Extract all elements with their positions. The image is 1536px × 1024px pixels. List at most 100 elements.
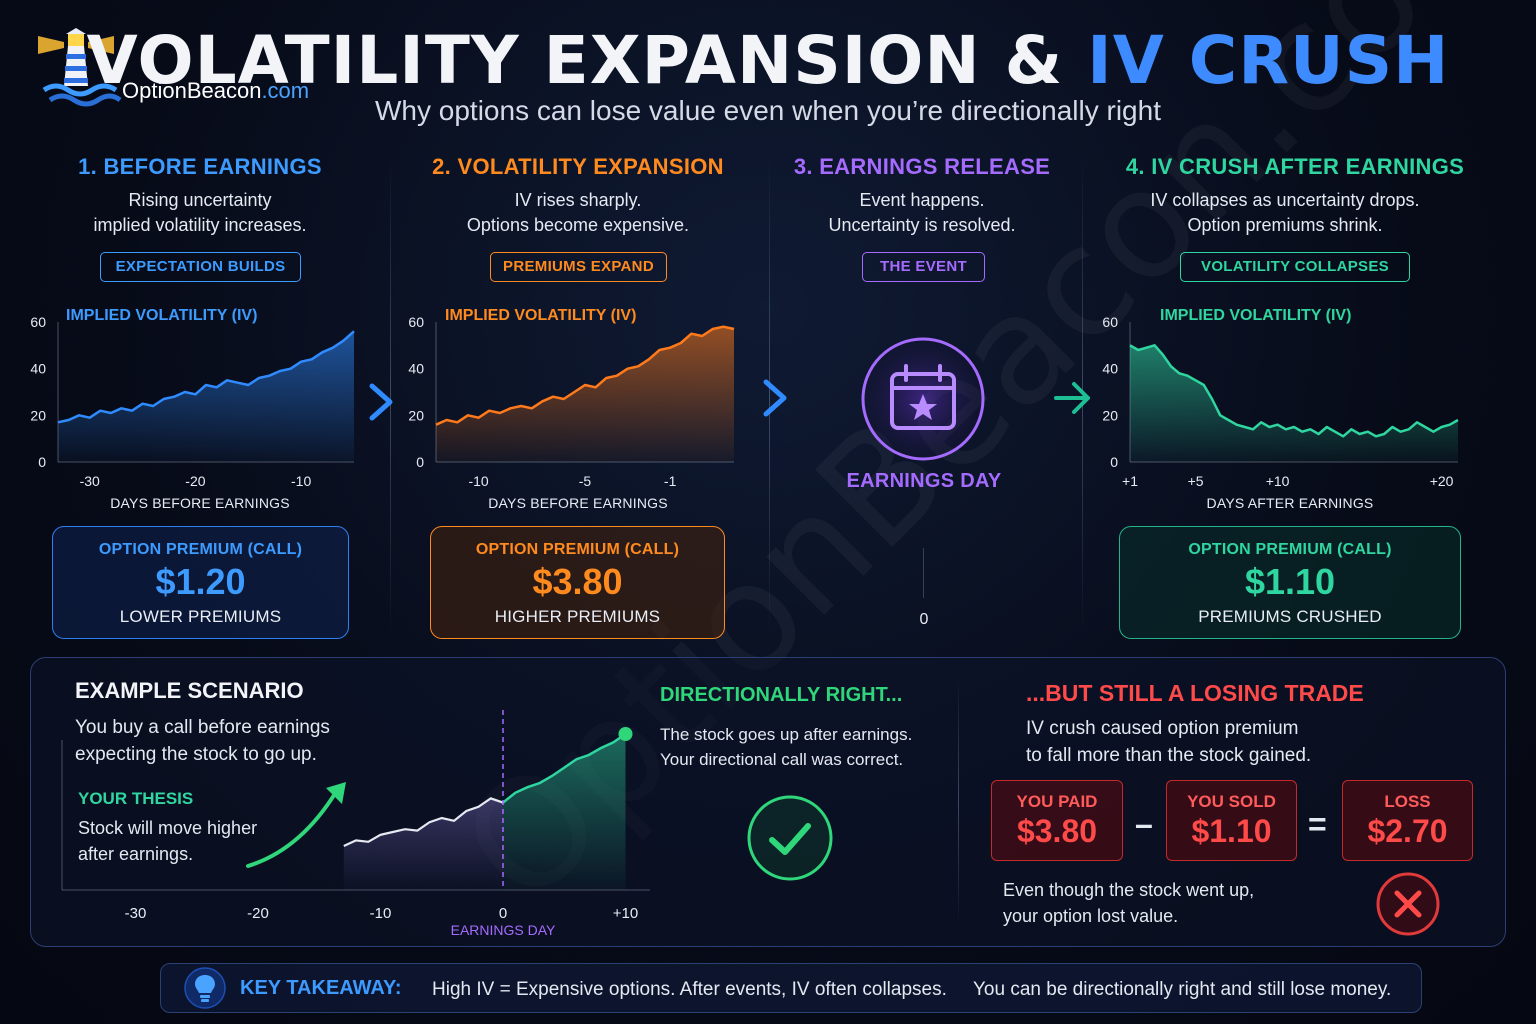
x-tick-label: -30 [125, 905, 147, 922]
step-4-chart-label: IMPLIED VOLATILITY (IV) [1160, 307, 1352, 324]
step-1-pill: EXPECTATION BUILDS [100, 252, 301, 282]
pre-earnings-price-line [343, 797, 504, 847]
loss-box: LOSS $2.70 [1342, 780, 1473, 861]
iv-chart-before-earnings: 0 20 40 60 -30 -20 -10 [30, 314, 355, 489]
checkmark-icon [747, 795, 833, 881]
premium-label: OPTION PREMIUM (CALL) [1188, 541, 1392, 558]
brand-logo[interactable]: OptionBeacon.com [36, 28, 336, 108]
step-2-description: IV rises sharply. Options become expensiv… [466, 190, 690, 235]
post-earnings-price-line [502, 732, 627, 804]
step-3-description: Event happens. Uncertainty is resolved. [828, 190, 1016, 235]
step-2-title: 2. VOLATILITY EXPANSION [432, 154, 724, 179]
premium-note: LOWER PREMIUMS [119, 607, 282, 626]
iv-chart-iv-crush: 0 20 40 60 +1 +5 +10 +20 [1102, 314, 1459, 489]
step-4-description: IV collapses as uncertainty drops. Option… [1150, 190, 1420, 235]
x-tick-label: -5 [579, 473, 592, 489]
calendar-star-icon [861, 337, 985, 461]
directionally-right-heading: DIRECTIONALLY RIGHT... [660, 684, 903, 706]
premium-note: HIGHER PREMIUMS [494, 607, 661, 626]
earnings-day-label: EARNINGS DAY [846, 470, 1002, 492]
chevron-right-icon [763, 379, 787, 417]
iv-area-fill [1130, 345, 1458, 462]
premium-label: OPTION PREMIUM (CALL) [475, 541, 680, 558]
y-tick-label: 0 [416, 454, 424, 470]
iv-area-fill [58, 331, 354, 462]
y-tick-label: 40 [1102, 361, 1118, 377]
step-2-x-axis-label: DAYS BEFORE EARNINGS [488, 495, 668, 511]
x-tick-label: 0 [499, 905, 507, 922]
event-zero-tick: 0 [919, 611, 929, 628]
iv-area-fill [436, 326, 734, 462]
takeaway-label: KEY TAKEAWAY: [240, 977, 402, 999]
x-tick-label: -1 [664, 473, 677, 489]
x-tick-label: +5 [1188, 473, 1204, 489]
arrow-right-icon [1054, 382, 1090, 414]
equals-sign: = [1308, 806, 1327, 842]
step-1-premium-card: OPTION PREMIUM (CALL) $1.20 LOWER PREMIU… [52, 526, 349, 639]
y-tick-label: 60 [408, 314, 424, 330]
x-tick-label: +1 [1122, 473, 1138, 489]
premium-value: $1.10 [1244, 561, 1336, 602]
step-2-pill: PREMIUMS EXPAND [490, 252, 667, 282]
premium-value: $1.20 [155, 561, 246, 602]
x-tick-label: -10 [291, 473, 311, 489]
losing-trade-heading: ...BUT STILL A LOSING TRADE [1026, 680, 1364, 706]
pre-earnings-area [343, 798, 503, 890]
premium-note: PREMIUMS CRUSHED [1198, 607, 1382, 626]
step-3-pill: THE EVENT [862, 252, 985, 282]
iv-series-line [435, 325, 735, 426]
scenario-heading: EXAMPLE SCENARIO [75, 678, 304, 703]
y-tick-label: 20 [408, 407, 424, 423]
step-3-title: 3. EARNINGS RELEASE [793, 154, 1051, 179]
post-earnings-area [503, 734, 626, 890]
premium-label: OPTION PREMIUM (CALL) [98, 541, 303, 558]
close-x-icon [1376, 872, 1440, 936]
step-4-premium-card: OPTION PREMIUM (CALL) $1.10 PREMIUMS CRU… [1119, 526, 1461, 639]
lightbulb-icon [184, 967, 226, 1009]
y-tick-label: 20 [30, 407, 46, 423]
you-sold-box: YOU SOLD $1.10 [1166, 780, 1297, 861]
takeaway-text-2: You can be directionally right and still… [973, 979, 1392, 1000]
x-tick-label: +20 [1430, 473, 1454, 489]
directionally-right-text: The stock goes up after earnings. Your di… [660, 725, 913, 769]
losing-trade-text: IV crush caused option premium to fall mo… [1026, 718, 1312, 766]
last-price-marker [618, 727, 633, 741]
step-4-x-axis-label: DAYS AFTER EARNINGS [1206, 495, 1374, 511]
step-1-chart-label: IMPLIED VOLATILITY (IV) [66, 307, 258, 324]
step-2-chart-label: IMPLIED VOLATILITY (IV) [445, 307, 637, 324]
losing-trade-footer: Even though the stock went up, your optio… [1003, 880, 1255, 926]
y-tick-label: 0 [38, 454, 46, 470]
scenario-intro: You buy a call before earnings expecting … [75, 717, 330, 765]
you-paid-box: YOU PAID $3.80 [991, 780, 1123, 861]
key-takeaway-bar [160, 963, 1422, 1013]
y-tick-label: 20 [1102, 407, 1118, 423]
page-title: VOLATILITY EXPANSION & IV CRUSH [86, 22, 1450, 99]
step-4-pill: VOLATILITY COLLAPSES [1180, 252, 1410, 282]
stock-price-scenario-chart: -30 -20 -10 0 +10 EARNINGS DAY [61, 710, 650, 938]
y-tick-label: 40 [30, 361, 46, 377]
y-tick-label: 60 [30, 314, 46, 330]
thesis-label: YOUR THESIS [78, 789, 194, 808]
iv-chart-volatility-expansion: 0 20 40 60 -10 -5 -1 [408, 314, 735, 489]
iv-series-line [57, 330, 355, 424]
y-tick-label: 60 [1102, 314, 1118, 330]
takeaway-text-1: High IV = Expensive options. After event… [432, 979, 947, 1000]
x-tick-label: -20 [185, 473, 205, 489]
x-tick-label: -10 [468, 473, 488, 489]
step-1-description: Rising uncertainty implied volatility inc… [93, 190, 307, 235]
step-2-premium-card: OPTION PREMIUM (CALL) $3.80 HIGHER PREMI… [430, 526, 725, 639]
minus-sign: – [1135, 806, 1153, 842]
step-1-title: 1. BEFORE EARNINGS [78, 154, 322, 179]
iv-series-line [1129, 344, 1459, 438]
x-tick-label: +10 [1266, 473, 1290, 489]
lighthouse-icon [38, 28, 122, 107]
x-tick-label: -30 [80, 473, 100, 489]
brand-name: OptionBeacon.com [122, 78, 310, 103]
step-1-x-axis-label: DAYS BEFORE EARNINGS [110, 495, 290, 511]
page-subtitle: Why options can lose value even when you… [375, 95, 1161, 126]
premium-value: $3.80 [532, 561, 623, 602]
y-tick-label: 40 [408, 361, 424, 377]
x-tick-label: -10 [370, 905, 392, 922]
step-4-title: 4. IV CRUSH AFTER EARNINGS [1125, 154, 1465, 179]
curved-arrow-icon [246, 782, 346, 868]
